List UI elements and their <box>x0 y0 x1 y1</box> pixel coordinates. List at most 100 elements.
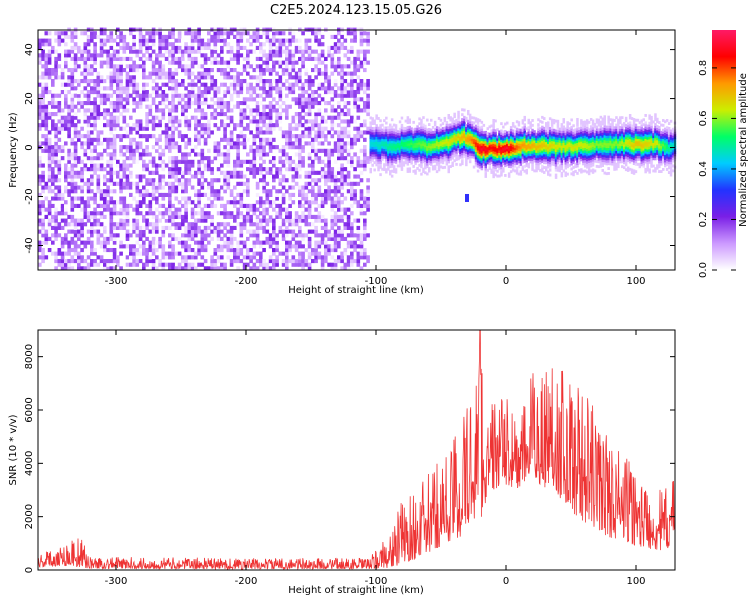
noise-cell <box>83 101 88 106</box>
noise-cell <box>330 218 335 223</box>
noise-cell <box>294 79 299 84</box>
noise-cell <box>177 93 182 98</box>
noise-cell <box>353 104 357 109</box>
noise-cell <box>333 45 338 50</box>
noise-cell <box>99 31 104 36</box>
noise-cell <box>340 79 344 84</box>
signal-cell <box>420 138 423 142</box>
noise-cell <box>239 45 244 50</box>
noise-cell <box>77 79 81 84</box>
noise-cell <box>317 255 322 260</box>
signal-cell <box>463 142 466 146</box>
noise-cell <box>38 108 42 113</box>
noise-cell <box>44 196 49 201</box>
noise-cell <box>109 86 114 91</box>
noise-cell <box>109 145 114 150</box>
noise-cell <box>190 64 195 69</box>
noise-cell <box>311 93 315 98</box>
noise-cell <box>236 145 240 150</box>
noise-cell <box>200 123 205 128</box>
noise-cell <box>239 203 244 208</box>
noise-cell <box>135 126 140 131</box>
noise-cell <box>38 159 42 164</box>
noise-cell <box>112 115 117 120</box>
noise-cell <box>190 49 195 54</box>
noise-cell <box>51 170 55 175</box>
noise-cell <box>122 42 127 47</box>
noise-cell <box>298 38 302 43</box>
noise-cell <box>194 97 198 102</box>
noise-cell <box>44 108 49 113</box>
noise-cell <box>70 222 75 227</box>
signal-cell <box>443 146 447 150</box>
noise-cell <box>343 266 348 271</box>
noise-cell <box>275 49 279 54</box>
noise-cell <box>259 240 263 245</box>
noise-cell <box>129 93 133 98</box>
noise-cell <box>291 68 296 73</box>
noise-cell <box>233 34 237 39</box>
noise-cell <box>320 126 325 131</box>
signal-cell <box>459 148 462 152</box>
signal-cell <box>439 128 443 132</box>
noise-cell <box>142 38 146 43</box>
noise-cell <box>148 93 153 98</box>
signal-cell <box>387 165 390 169</box>
noise-cell <box>86 229 91 234</box>
noise-cell <box>86 218 91 223</box>
noise-cell <box>213 248 218 253</box>
noise-cell <box>93 196 97 201</box>
noise-cell <box>330 34 335 39</box>
noise-cell <box>356 255 361 260</box>
noise-cell <box>73 42 78 47</box>
noise-cell <box>155 71 159 76</box>
noise-cell <box>181 214 185 219</box>
noise-cell <box>194 115 198 120</box>
noise-cell <box>77 236 81 241</box>
noise-cell <box>233 218 237 223</box>
noise-cell <box>145 112 149 117</box>
signal-cell <box>410 149 413 153</box>
signal-cell <box>416 132 419 136</box>
noise-cell <box>327 251 331 256</box>
noise-cell <box>60 82 65 87</box>
noise-cell <box>226 86 231 91</box>
noise-cell <box>285 64 289 69</box>
noise-cell <box>67 49 71 54</box>
noise-cell <box>350 115 354 120</box>
signal-cell <box>375 131 378 135</box>
noise-cell <box>187 49 192 54</box>
noise-cell <box>197 97 201 102</box>
noise-cell <box>353 240 357 245</box>
noise-cell <box>158 115 162 120</box>
noise-cell <box>203 244 208 249</box>
noise-cell <box>350 222 354 227</box>
noise-cell <box>44 90 49 95</box>
noise-cell <box>109 225 114 230</box>
noise-cell <box>353 34 357 39</box>
noise-cell <box>285 134 289 139</box>
signal-cell <box>439 133 443 137</box>
noise-cell <box>233 82 237 87</box>
signal-cell <box>420 150 423 154</box>
noise-cell <box>210 262 214 267</box>
noise-cell <box>333 42 338 47</box>
noise-cell <box>366 112 370 117</box>
noise-cell <box>317 244 322 249</box>
noise-cell <box>252 167 257 172</box>
noise-cell <box>246 236 250 241</box>
noise-cell <box>64 259 68 264</box>
signal-cell <box>396 154 400 158</box>
noise-cell <box>197 34 201 39</box>
noise-cell <box>86 56 91 61</box>
signal-cell <box>385 163 388 167</box>
signal-cell <box>424 151 427 155</box>
signal-cell <box>371 136 374 140</box>
signal-cell <box>467 144 470 148</box>
noise-cell <box>288 68 292 73</box>
noise-cell <box>184 159 188 164</box>
noise-cell <box>340 174 344 179</box>
noise-cell <box>226 248 231 253</box>
signal-cell <box>476 150 480 153</box>
noise-cell <box>51 79 55 84</box>
